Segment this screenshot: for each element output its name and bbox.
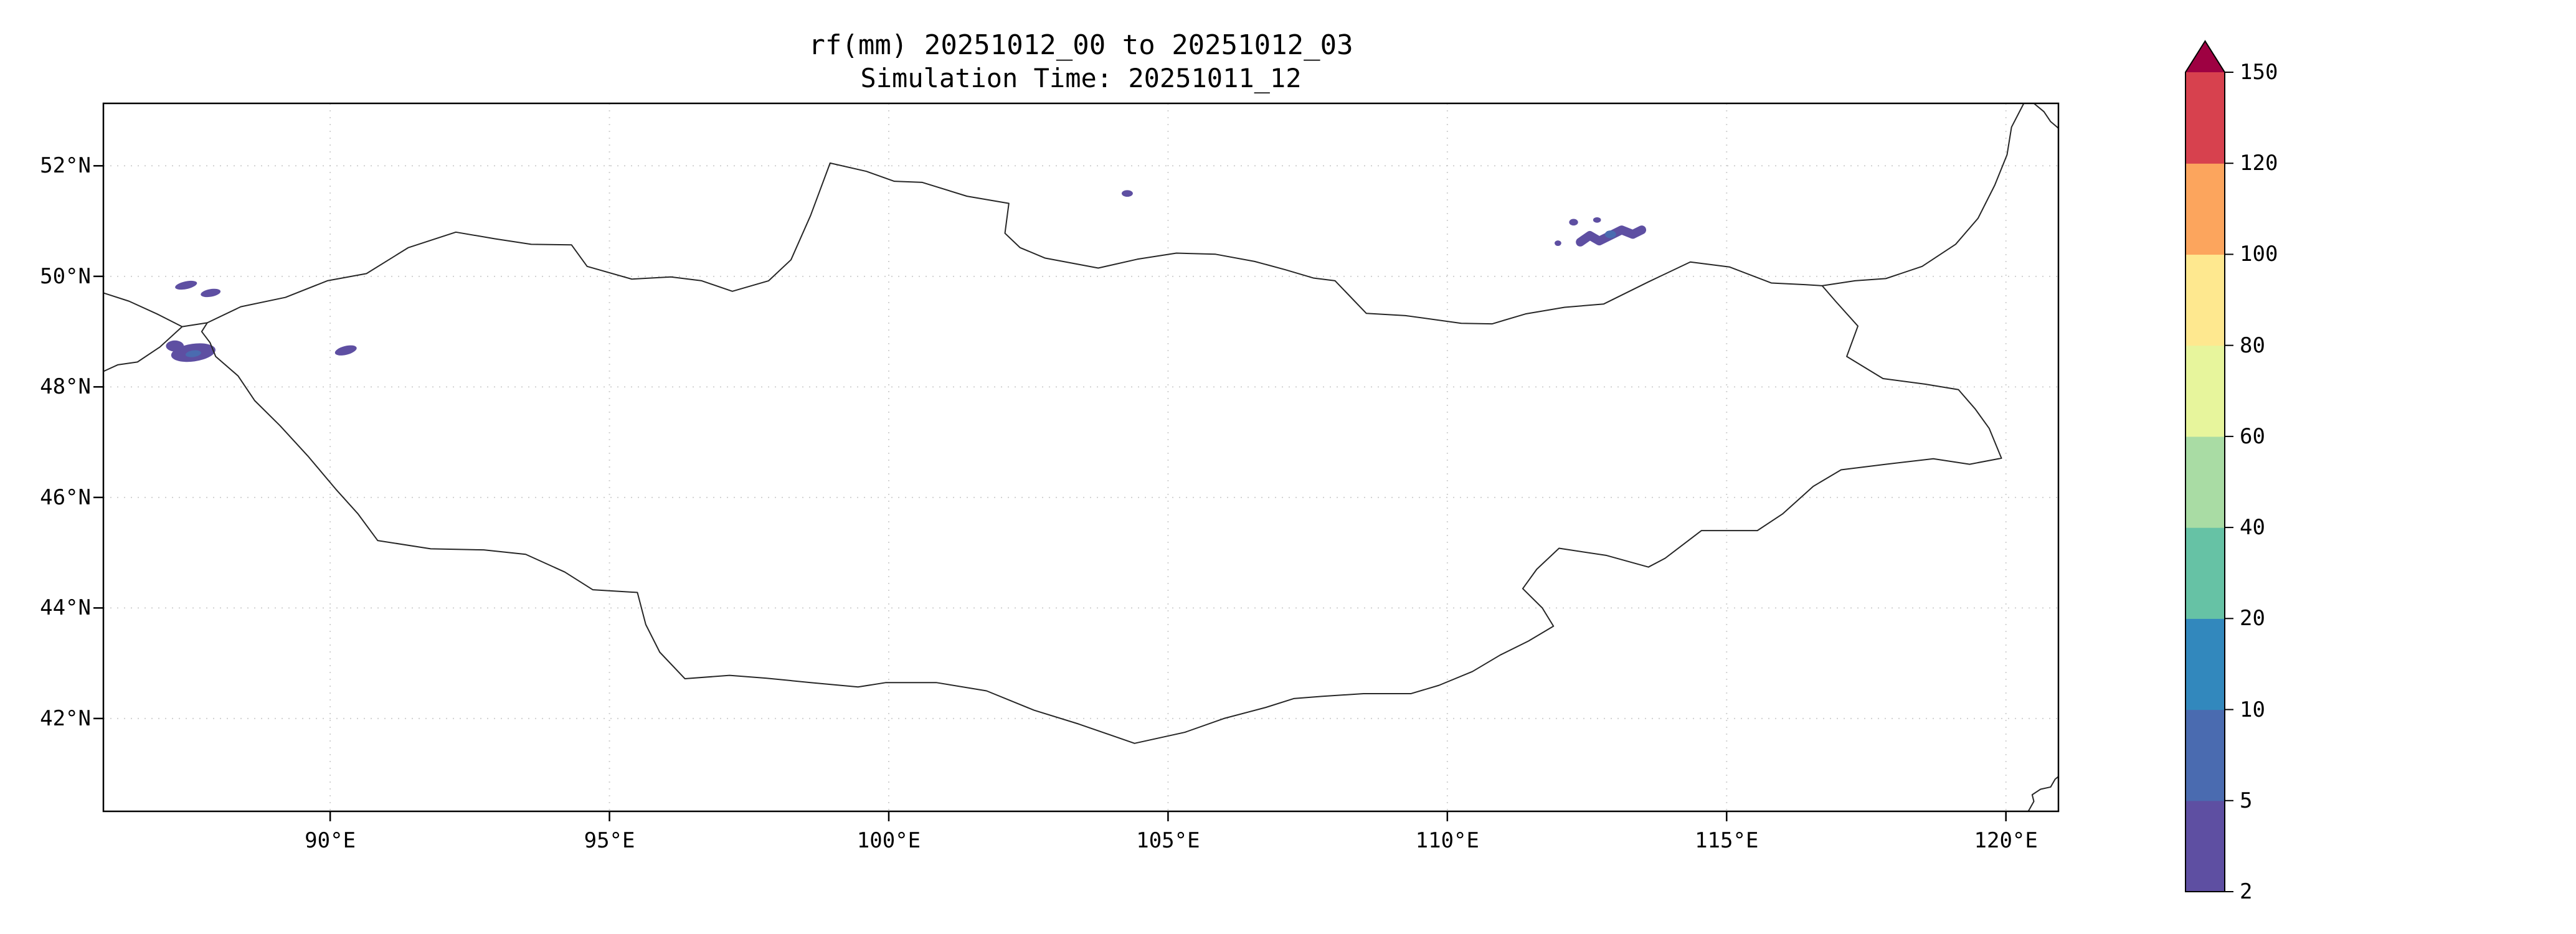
colorbar-tick-label: 5 xyxy=(2240,788,2253,813)
colorbar-over-arrow xyxy=(2185,41,2225,72)
colorbar-segment xyxy=(2185,436,2225,528)
y-tick-label: 46°N xyxy=(40,484,91,510)
country-border xyxy=(103,326,183,372)
colorbar-segment xyxy=(2185,163,2225,255)
title-block: rf(mm) 20251012_00 to 20251012_03 Simula… xyxy=(103,29,2058,95)
rainfall-cell xyxy=(1121,190,1133,197)
colorbar-tick-label: 100 xyxy=(2240,242,2278,267)
colorbar-segment xyxy=(2185,72,2225,164)
colorbar-segment xyxy=(2185,709,2225,801)
country-border xyxy=(1821,103,2025,286)
colorbar-tick-label: 10 xyxy=(2240,697,2265,722)
y-tick-label: 42°N xyxy=(40,705,91,731)
colorbar-segment xyxy=(2185,254,2225,346)
y-tick-label: 50°N xyxy=(40,263,91,289)
country-border xyxy=(2027,776,2059,812)
y-tick-label: 52°N xyxy=(40,153,91,179)
rainfall-cell xyxy=(185,350,201,357)
y-tick-label: 48°N xyxy=(40,374,91,400)
axes-frame xyxy=(102,102,2060,813)
x-tick-label: 115°E xyxy=(1695,828,1759,853)
colorbar-outline xyxy=(2185,40,2225,892)
rainfall-cell xyxy=(175,280,197,290)
rainfall-cell xyxy=(201,288,221,298)
colorbar-tick-label: 120 xyxy=(2240,151,2278,176)
colorbar-tick-label: 2 xyxy=(2240,879,2253,904)
x-tick-label: 90°E xyxy=(305,828,356,853)
colorbar-segment xyxy=(2185,800,2225,892)
rainfall-cell xyxy=(1555,240,1561,246)
colorbar-segment xyxy=(2185,527,2225,619)
country-border xyxy=(2033,103,2059,129)
chart-subtitle: Simulation Time: 20251011_12 xyxy=(860,63,1302,93)
rainfall-cell xyxy=(334,345,357,356)
colorbar-tick-label: 60 xyxy=(2240,423,2265,449)
x-tick-label: 95°E xyxy=(584,828,635,853)
y-tick-label: 44°N xyxy=(40,595,91,621)
x-tick-label: 110°E xyxy=(1415,828,1479,853)
colorbar-segment xyxy=(2185,618,2225,710)
country-border xyxy=(103,292,208,328)
colorbar-tick-label: 80 xyxy=(2240,333,2265,358)
colorbar-tick-label: 40 xyxy=(2240,515,2265,540)
x-tick-label: 120°E xyxy=(1974,828,2038,853)
x-tick-label: 105°E xyxy=(1136,828,1200,853)
chart-title: rf(mm) 20251012_00 to 20251012_03 xyxy=(808,29,1353,61)
rainfall-cell xyxy=(1569,219,1578,226)
mongolia-border xyxy=(201,162,2002,744)
rainfall-cell xyxy=(1593,217,1601,223)
colorbar-segment xyxy=(2185,345,2225,437)
rainfall-cell xyxy=(166,340,184,352)
colorbar-tick-label: 20 xyxy=(2240,606,2265,631)
x-tick-label: 100°E xyxy=(856,828,921,853)
colorbar-tick-label: 150 xyxy=(2240,60,2278,85)
rainfall-cell xyxy=(1604,230,1616,238)
